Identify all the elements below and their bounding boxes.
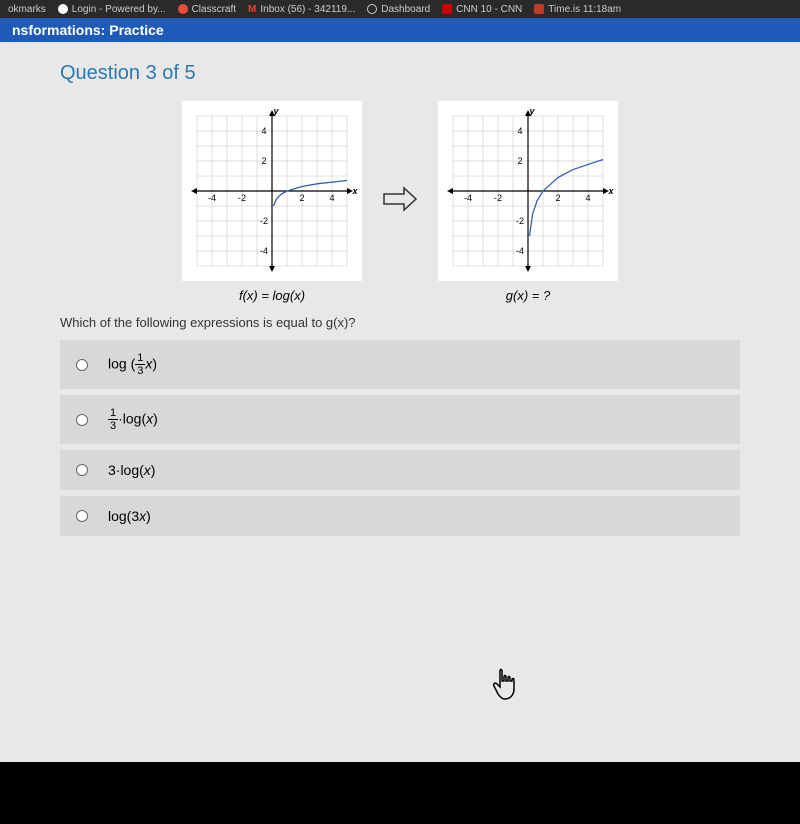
- answer-list: log (13x) 13·log(x) 3·log(x) log(3x): [60, 340, 740, 536]
- radio-icon: [76, 510, 88, 522]
- answer-option-c[interactable]: 3·log(x): [60, 450, 740, 490]
- arrow-icon: [382, 186, 418, 219]
- radio-icon: [76, 359, 88, 371]
- login-tab[interactable]: Login - Powered by...: [58, 4, 166, 15]
- answer-label-c: 3·log(x): [108, 462, 155, 478]
- svg-text:y: y: [272, 106, 279, 116]
- svg-text:-2: -2: [238, 193, 246, 203]
- radio-icon: [76, 414, 88, 426]
- answer-option-b[interactable]: 13·log(x): [60, 395, 740, 444]
- svg-text:4: 4: [329, 193, 334, 203]
- classcraft-tab[interactable]: Classcraft: [178, 4, 236, 15]
- graph-right-caption: g(x) = ?: [438, 288, 618, 303]
- dashboard-tab[interactable]: Dashboard: [367, 4, 430, 15]
- answer-label-a: log (13x): [108, 352, 157, 377]
- question-title: Question 3 of 5: [60, 62, 740, 85]
- answer-option-d[interactable]: log(3x): [60, 496, 740, 536]
- svg-text:2: 2: [517, 156, 522, 166]
- bottom-bar: [0, 762, 800, 824]
- question-prompt: Which of the following expressions is eq…: [60, 315, 740, 330]
- radio-icon: [76, 464, 88, 476]
- answer-label-d: log(3x): [108, 508, 151, 524]
- bookmark-tab[interactable]: okmarks: [8, 4, 46, 15]
- answer-option-a[interactable]: log (13x): [60, 340, 740, 389]
- svg-text:-4: -4: [260, 246, 268, 256]
- svg-text:x: x: [607, 186, 614, 196]
- answer-label-b: 13·log(x): [108, 407, 158, 432]
- graph-left-svg: -4-4-2-22244yx: [182, 101, 362, 281]
- inbox-tab[interactable]: MInbox (56) - 342119...: [248, 4, 355, 15]
- svg-text:y: y: [528, 106, 535, 116]
- graph-right-svg: -4-4-2-22244yx: [438, 101, 618, 281]
- graph-left-caption: f(x) = log(x): [182, 288, 362, 303]
- svg-text:-2: -2: [260, 216, 268, 226]
- cursor-hand-icon: [490, 667, 520, 710]
- svg-text:2: 2: [261, 156, 266, 166]
- graph-left: -4-4-2-22244yx f(x) = log(x): [182, 101, 362, 303]
- svg-text:4: 4: [517, 126, 522, 136]
- svg-text:2: 2: [555, 193, 560, 203]
- svg-text:-4: -4: [464, 193, 472, 203]
- svg-text:-2: -2: [494, 193, 502, 203]
- page-header: nsformations: Practice: [0, 18, 800, 42]
- svg-text:x: x: [351, 186, 358, 196]
- svg-text:2: 2: [299, 193, 304, 203]
- time-tab[interactable]: Time.is 11:18am: [534, 4, 621, 15]
- graph-right: -4-4-2-22244yx g(x) = ?: [438, 101, 618, 303]
- svg-text:4: 4: [585, 193, 590, 203]
- svg-text:-4: -4: [208, 193, 216, 203]
- cnn-tab[interactable]: CNN 10 - CNN: [442, 4, 522, 15]
- content-area: Question 3 of 5 -4-4-2-22244yx f(x) = lo…: [0, 42, 800, 762]
- browser-tab-bar: okmarks Login - Powered by... Classcraft…: [0, 0, 800, 18]
- header-title: nsformations: Practice: [12, 22, 164, 38]
- svg-text:-4: -4: [516, 246, 524, 256]
- svg-text:4: 4: [261, 126, 266, 136]
- graphs-row: -4-4-2-22244yx f(x) = log(x) -4-4-2-2224…: [60, 101, 740, 303]
- svg-text:-2: -2: [516, 216, 524, 226]
